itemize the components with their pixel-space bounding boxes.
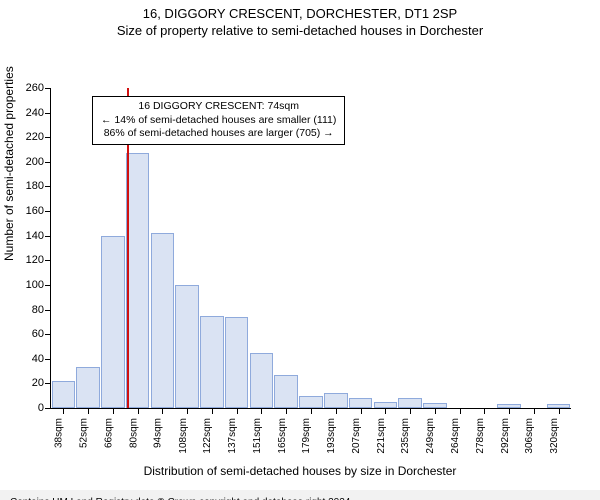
y-tick-label: 60: [18, 328, 44, 340]
x-tick: [509, 408, 510, 414]
y-tick: [45, 236, 51, 237]
y-tick-label: 0: [18, 402, 44, 414]
bar: [398, 398, 422, 408]
x-tick: [88, 408, 89, 414]
y-tick-label: 160: [18, 205, 44, 217]
y-tick-label: 80: [18, 304, 44, 316]
x-tick: [261, 408, 262, 414]
x-tick: [336, 408, 337, 414]
x-tick: [212, 408, 213, 414]
bar: [299, 396, 323, 408]
y-tick-label: 100: [18, 279, 44, 291]
x-tick: [286, 408, 287, 414]
y-tick: [45, 137, 51, 138]
bar: [76, 367, 100, 408]
y-tick-label: 40: [18, 353, 44, 365]
y-axis-label: Number of semi-detached properties: [2, 66, 16, 261]
x-tick: [435, 408, 436, 414]
y-tick-label: 200: [18, 156, 44, 168]
annotation-line3: 86% of semi-detached houses are larger (…: [101, 127, 336, 141]
y-tick: [45, 162, 51, 163]
y-tick: [45, 186, 51, 187]
x-tick: [559, 408, 560, 414]
x-tick: [187, 408, 188, 414]
bar: [200, 316, 224, 408]
y-tick-label: 140: [18, 230, 44, 242]
x-tick: [534, 408, 535, 414]
bar: [151, 233, 175, 408]
titles: 16, DIGGORY CRESCENT, DORCHESTER, DT1 2S…: [0, 0, 600, 38]
annotation-line2: ← 14% of semi-detached houses are smalle…: [101, 114, 336, 128]
y-tick: [45, 88, 51, 89]
x-tick: [113, 408, 114, 414]
y-tick-label: 260: [18, 82, 44, 94]
bar: [324, 393, 348, 408]
y-tick: [45, 383, 51, 384]
y-tick-label: 120: [18, 254, 44, 266]
y-tick-label: 180: [18, 180, 44, 192]
title-line1: 16, DIGGORY CRESCENT, DORCHESTER, DT1 2S…: [0, 6, 600, 21]
x-tick: [237, 408, 238, 414]
x-axis-label: Distribution of semi-detached houses by …: [0, 464, 600, 478]
y-tick: [45, 211, 51, 212]
x-tick: [484, 408, 485, 414]
footer-line1: Contains HM Land Registry data © Crown c…: [10, 496, 590, 500]
bar: [52, 381, 76, 408]
y-tick: [45, 408, 51, 409]
bar: [349, 398, 373, 408]
footer: Contains HM Land Registry data © Crown c…: [0, 490, 600, 500]
x-tick: [63, 408, 64, 414]
y-tick: [45, 260, 51, 261]
x-tick: [162, 408, 163, 414]
y-tick-label: 20: [18, 377, 44, 389]
y-tick: [45, 334, 51, 335]
x-tick: [361, 408, 362, 414]
bar: [126, 153, 150, 408]
x-tick: [311, 408, 312, 414]
y-tick: [45, 113, 51, 114]
y-tick-label: 220: [18, 131, 44, 143]
bar: [250, 353, 274, 408]
annotation-line1: 16 DIGGORY CRESCENT: 74sqm: [101, 100, 336, 114]
x-tick: [138, 408, 139, 414]
y-tick: [45, 285, 51, 286]
bar: [225, 317, 249, 408]
y-tick-label: 240: [18, 107, 44, 119]
bar: [274, 375, 298, 408]
y-tick: [45, 310, 51, 311]
title-line2: Size of property relative to semi-detach…: [0, 23, 600, 38]
bar: [175, 285, 199, 408]
x-tick: [410, 408, 411, 414]
annotation-box: 16 DIGGORY CRESCENT: 74sqm← 14% of semi-…: [92, 96, 345, 145]
bar: [101, 236, 125, 408]
x-tick: [460, 408, 461, 414]
y-tick: [45, 359, 51, 360]
x-tick: [385, 408, 386, 414]
